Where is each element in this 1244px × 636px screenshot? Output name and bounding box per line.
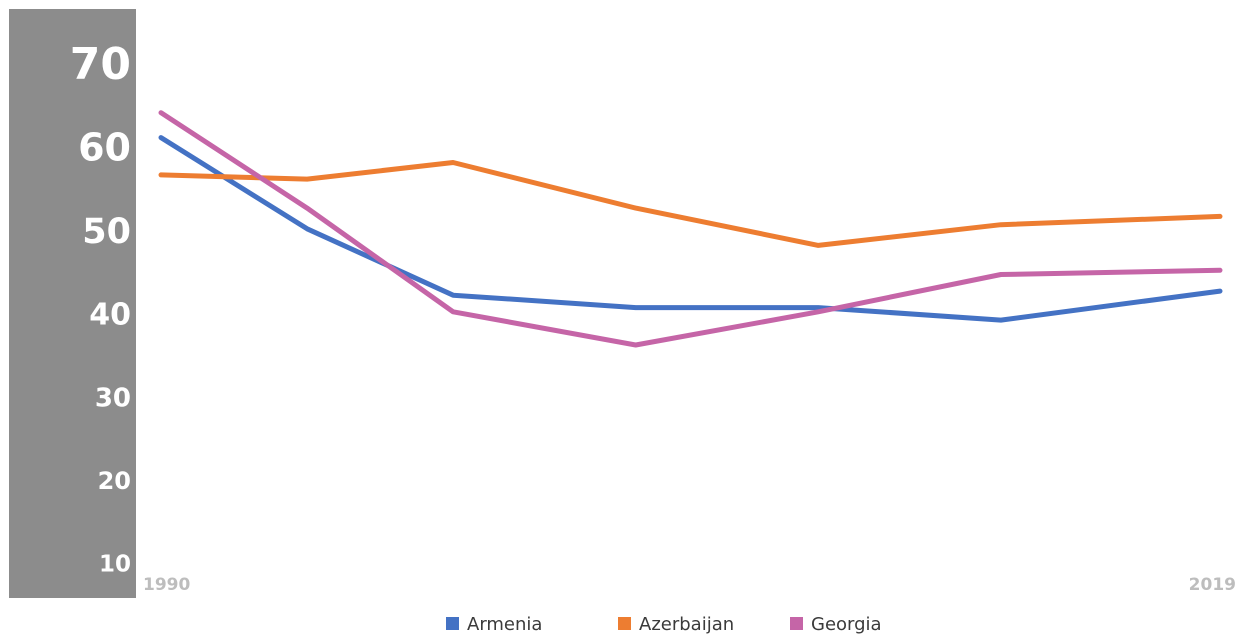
y-axis-ticks: 10 20 30 40 50 60 70 <box>70 39 131 577</box>
y-tick-label: 30 <box>95 383 131 413</box>
y-tick-label: 40 <box>89 297 131 332</box>
legend-label-azerbaijan: Azerbaijan <box>639 614 734 635</box>
legend: Armenia Azerbaijan Georgia <box>446 614 882 635</box>
series-line-armenia <box>158 135 1223 323</box>
y-tick-label: 70 <box>70 39 131 90</box>
y-tick-label: 60 <box>78 126 131 170</box>
legend-swatch-armenia <box>446 617 459 630</box>
y-tick-label: 10 <box>99 551 131 577</box>
series-line-azerbaijan <box>158 160 1223 248</box>
x-axis-ticks: 1990 2019 <box>143 575 1236 595</box>
legend-label-georgia: Georgia <box>811 614 882 635</box>
x-tick-label: 2019 <box>1189 575 1236 595</box>
legend-swatch-georgia <box>790 617 803 630</box>
series-line-georgia <box>158 110 1223 348</box>
legend-swatch-azerbaijan <box>618 617 631 630</box>
y-tick-label: 50 <box>82 212 131 252</box>
series-layer <box>158 110 1223 348</box>
legend-label-armenia: Armenia <box>467 614 542 635</box>
y-axis-band <box>9 9 136 598</box>
y-tick-label: 20 <box>98 467 131 495</box>
x-tick-label: 1990 <box>143 575 190 595</box>
